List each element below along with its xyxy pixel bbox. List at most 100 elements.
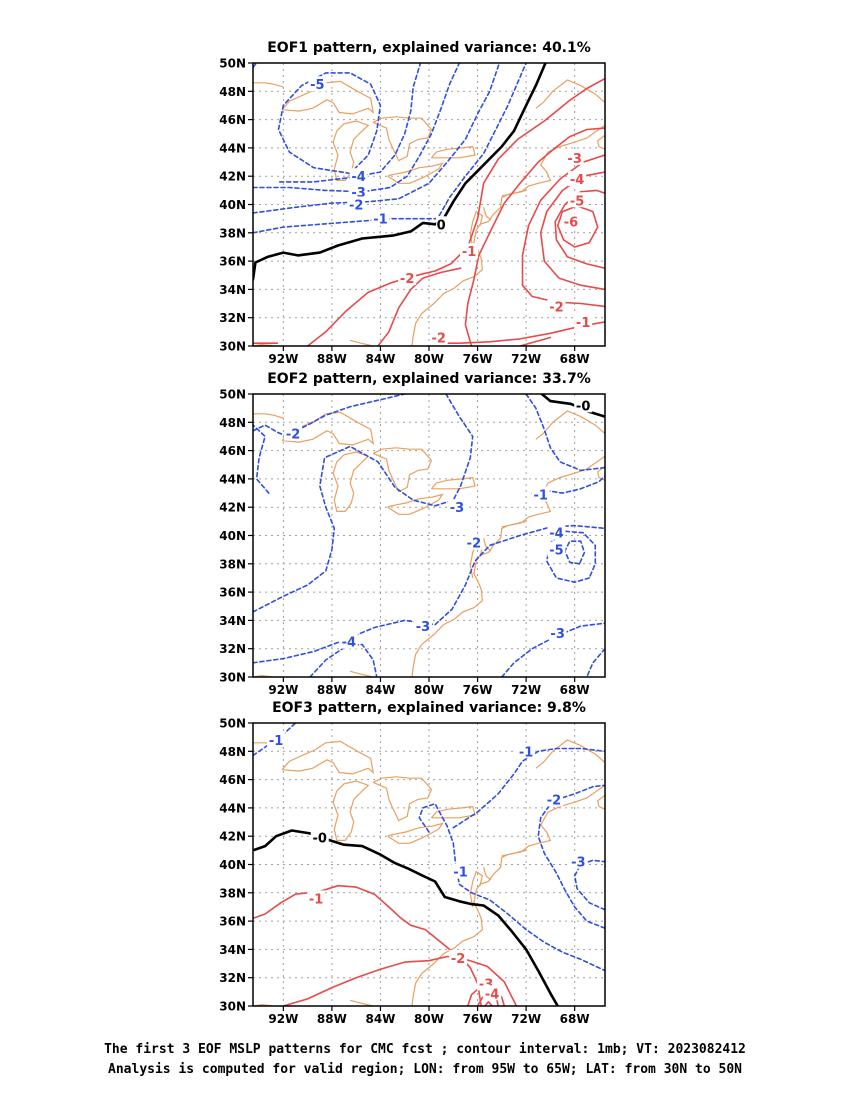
contour-label-bg xyxy=(436,216,447,232)
lon-tick-label: 68W xyxy=(560,352,590,366)
lat-tick-label: 38N xyxy=(219,226,246,240)
lat-tick-label: 38N xyxy=(219,886,246,900)
lat-tick-label: 38N xyxy=(219,557,246,571)
lon-tick-label: 88W xyxy=(317,1012,347,1026)
contour-negative xyxy=(253,723,297,757)
lat-tick-label: 44N xyxy=(219,472,246,486)
contour-label: -5 xyxy=(549,544,563,559)
contour-label-bg xyxy=(284,425,303,441)
contour-label-bg xyxy=(460,243,479,259)
contour-label: -4 xyxy=(570,173,584,188)
contour-label-bg xyxy=(531,486,550,502)
lat-tick-label: 44N xyxy=(219,801,246,815)
contour-label: -6 xyxy=(564,215,578,230)
contour-zero xyxy=(253,829,559,1006)
eof-panel-2: EOF2 pattern, explained variance: 33.7% -… xyxy=(219,371,606,697)
contour-label: -4 xyxy=(485,987,499,1002)
lat-tick-label: 32N xyxy=(219,642,246,656)
coastline xyxy=(597,134,605,150)
eof-panel-3: EOF3 pattern, explained variance: 9.8% -1… xyxy=(219,700,606,1026)
lon-tick-label: 80W xyxy=(414,352,444,366)
contour-label-bg xyxy=(398,270,417,286)
contour-label: 0 xyxy=(437,218,446,233)
contour-label-bg xyxy=(545,791,564,807)
contour-label-bg xyxy=(413,618,432,634)
contour-label: -2 xyxy=(349,199,363,214)
contour-negative xyxy=(253,424,270,494)
contour-negative xyxy=(418,802,605,972)
lon-tick-label: 84W xyxy=(365,352,395,366)
lat-tick-label: 46N xyxy=(219,113,246,127)
contour-label-bg xyxy=(449,949,468,965)
lat-tick-label: 48N xyxy=(219,416,246,430)
contour-label: -0 xyxy=(313,832,327,847)
contour-negative xyxy=(525,394,605,472)
contour-negative xyxy=(253,524,605,664)
contour-label-bg xyxy=(371,210,390,226)
contour-label-bg xyxy=(483,985,502,1001)
coastline xyxy=(281,740,375,775)
contour-negative xyxy=(501,622,605,677)
contour-label: -2 xyxy=(549,300,563,315)
coastline xyxy=(349,339,374,346)
lat-tick-label: 32N xyxy=(219,311,246,325)
coastline xyxy=(535,739,605,769)
contour-label: -1 xyxy=(519,745,533,760)
coastline xyxy=(411,455,605,677)
contour-label-bg xyxy=(562,213,581,229)
lon-tick-label: 88W xyxy=(317,352,347,366)
lon-tick-label: 92W xyxy=(268,1012,298,1026)
contour-label: -3 xyxy=(450,501,464,516)
contour-negative xyxy=(452,747,605,829)
contour-label: -2 xyxy=(286,428,300,443)
map-area: -0 -2 -3 -1 -2 -4 -5 -3 -3 -4 xyxy=(253,394,605,677)
contour-label: -5 xyxy=(570,194,584,209)
lon-tick-label: 72W xyxy=(511,683,541,697)
contour-label: -3 xyxy=(571,856,585,871)
contour-label-bg xyxy=(565,149,584,165)
lat-tick-label: 34N xyxy=(219,614,246,628)
contour-label-bg xyxy=(547,541,566,557)
contour-negative xyxy=(253,63,527,234)
coastline xyxy=(332,451,370,512)
lat-tick-label: 40N xyxy=(219,198,246,212)
contour-label-bg xyxy=(547,524,566,540)
lat-tick-label: 50N xyxy=(219,717,246,731)
lon-tick-label: 80W xyxy=(414,1012,444,1026)
lon-tick-label: 68W xyxy=(560,1012,590,1026)
contour-label-bg xyxy=(568,171,587,187)
lat-tick-label: 40N xyxy=(219,529,246,543)
contour-label: -2 xyxy=(431,332,445,347)
contour-label-bg xyxy=(349,183,368,199)
contour-label: -1 xyxy=(462,245,476,260)
contour-negative xyxy=(278,63,422,183)
contour-negative xyxy=(253,394,406,438)
lat-tick-label: 30N xyxy=(219,671,246,685)
coastline xyxy=(483,207,492,221)
contour-positive xyxy=(282,955,518,1006)
contour-label: -4 xyxy=(549,527,563,542)
contour-label-bg xyxy=(517,743,536,759)
lon-tick-label: 88W xyxy=(317,683,347,697)
coastline xyxy=(501,849,527,857)
contour-label: -1 xyxy=(453,866,467,881)
contour-label: -2 xyxy=(400,272,414,287)
contour-label-bg xyxy=(307,890,326,906)
coastline xyxy=(387,493,444,515)
lat-tick-label: 42N xyxy=(219,501,246,515)
coastline xyxy=(253,413,284,419)
coastline xyxy=(387,162,444,184)
lat-tick-label: 34N xyxy=(219,943,246,957)
coastline xyxy=(483,538,492,552)
contour-label-bg xyxy=(568,192,587,208)
lat-tick-label: 30N xyxy=(219,340,246,354)
contour-label-bg xyxy=(267,731,286,747)
contour-positive xyxy=(484,1001,493,1006)
map-area: -5-4-3-2-1 0-1-2-2-3-4-5-6-2-1 xyxy=(253,63,605,347)
contour-positive xyxy=(377,267,462,346)
contour-negative xyxy=(564,540,586,565)
coastline xyxy=(332,120,370,181)
contour-label-bg xyxy=(349,168,368,184)
lon-tick-label: 76W xyxy=(463,683,493,697)
eof-panel-1: EOF1 pattern, explained variance: 40.1% -… xyxy=(219,40,606,366)
